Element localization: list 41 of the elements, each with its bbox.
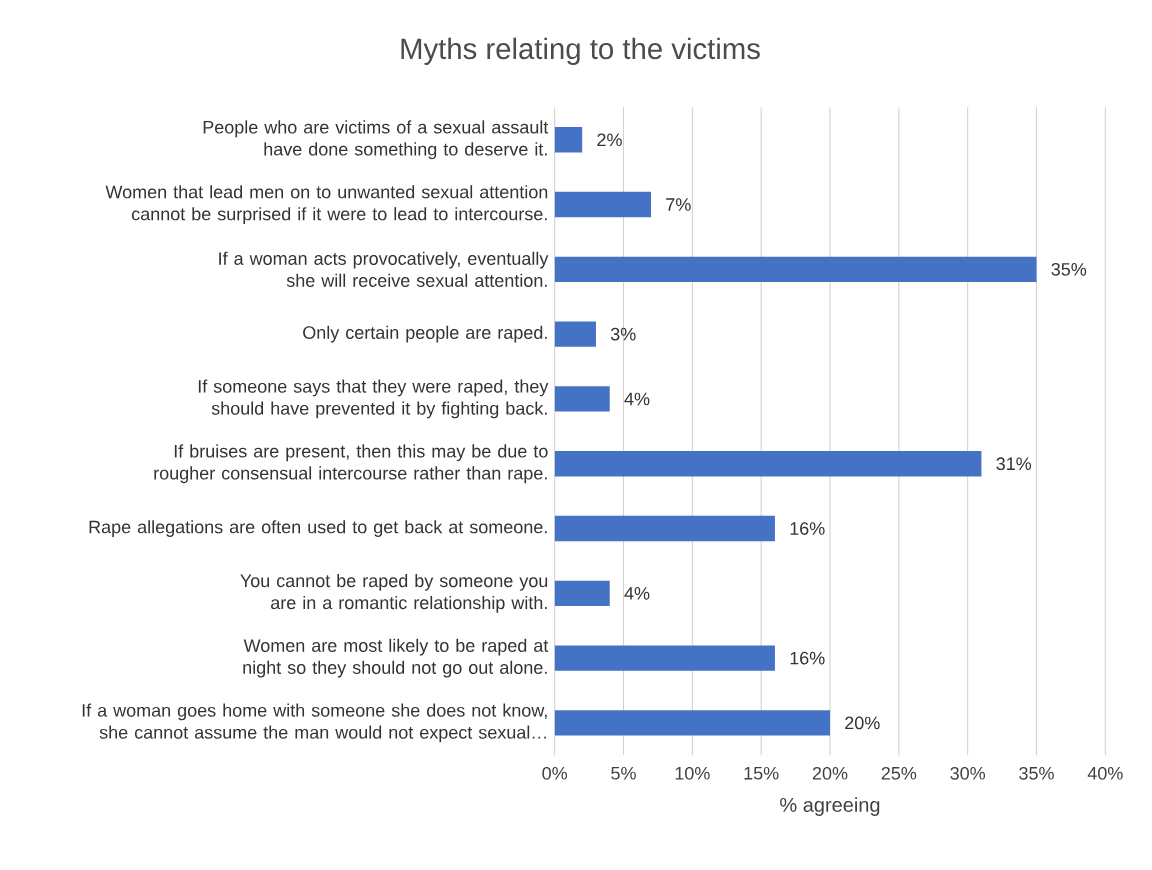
y-tick-label: If bruises are present, then this may be due to rougher consensual intercourse rather than rape. bbox=[154, 444, 548, 484]
data-label: 7% bbox=[666, 198, 691, 211]
y-tick-label: People who are victims of a sexual assault have done something to deserve it. bbox=[203, 120, 549, 160]
y-tick-label: If someone says that they were raped, they should have prevented it by fighting back. bbox=[198, 379, 549, 419]
x-axis-title: % agreeing bbox=[780, 797, 880, 816]
chart-title: Myths relating to the victims bbox=[401, 37, 760, 65]
y-tick-label: Only certain people are raped. bbox=[303, 325, 547, 343]
data-label: 35% bbox=[1051, 262, 1087, 276]
bar bbox=[554, 580, 610, 606]
bar bbox=[554, 191, 652, 218]
data-label: 2% bbox=[597, 133, 622, 147]
bar bbox=[554, 515, 775, 542]
data-label: 20% bbox=[845, 716, 880, 730]
bar bbox=[554, 127, 583, 153]
x-tick-label: 0% bbox=[542, 766, 568, 780]
data-label: 16% bbox=[790, 522, 825, 535]
x-tick-label: 40% bbox=[1087, 766, 1123, 780]
bar bbox=[554, 710, 830, 736]
bar bbox=[554, 451, 982, 477]
y-tick-label: If a woman acts provocatively, eventually she will receive sexual attention. bbox=[219, 251, 549, 287]
data-label: 31% bbox=[996, 457, 1032, 471]
y-tick-label: Rape allegations are often used to get back at someone. bbox=[89, 520, 547, 537]
x-tick-label: 20% bbox=[812, 766, 848, 780]
bar bbox=[554, 321, 596, 347]
x-tick-label: 15% bbox=[744, 766, 779, 780]
data-label: 4% bbox=[624, 587, 650, 600]
y-tick-label: Women that lead men on to unwanted sexual attention cannot be surprised if it were to lead to intercourse. bbox=[105, 185, 548, 224]
bar bbox=[554, 386, 610, 412]
bar bbox=[554, 645, 775, 671]
x-tick-label: 5% bbox=[611, 766, 636, 780]
data-label: 4% bbox=[624, 392, 650, 406]
x-tick-label: 10% bbox=[675, 766, 710, 780]
y-tick-label: Women are most likely to be raped at night so they should not go out alone. bbox=[243, 638, 549, 678]
y-tick-label: If a woman goes home with someone she does not know, she cannot assume the man would not expect sexual… bbox=[82, 703, 547, 743]
bar bbox=[554, 256, 1037, 282]
data-label: 16% bbox=[790, 651, 825, 665]
data-label: 3% bbox=[610, 327, 636, 341]
x-tick-label: 35% bbox=[1019, 766, 1054, 780]
y-tick-label: You cannot be raped by someone you are in a romantic relationship with. bbox=[240, 573, 548, 613]
x-tick-label: 25% bbox=[881, 766, 917, 780]
x-tick-label: 30% bbox=[950, 766, 986, 780]
